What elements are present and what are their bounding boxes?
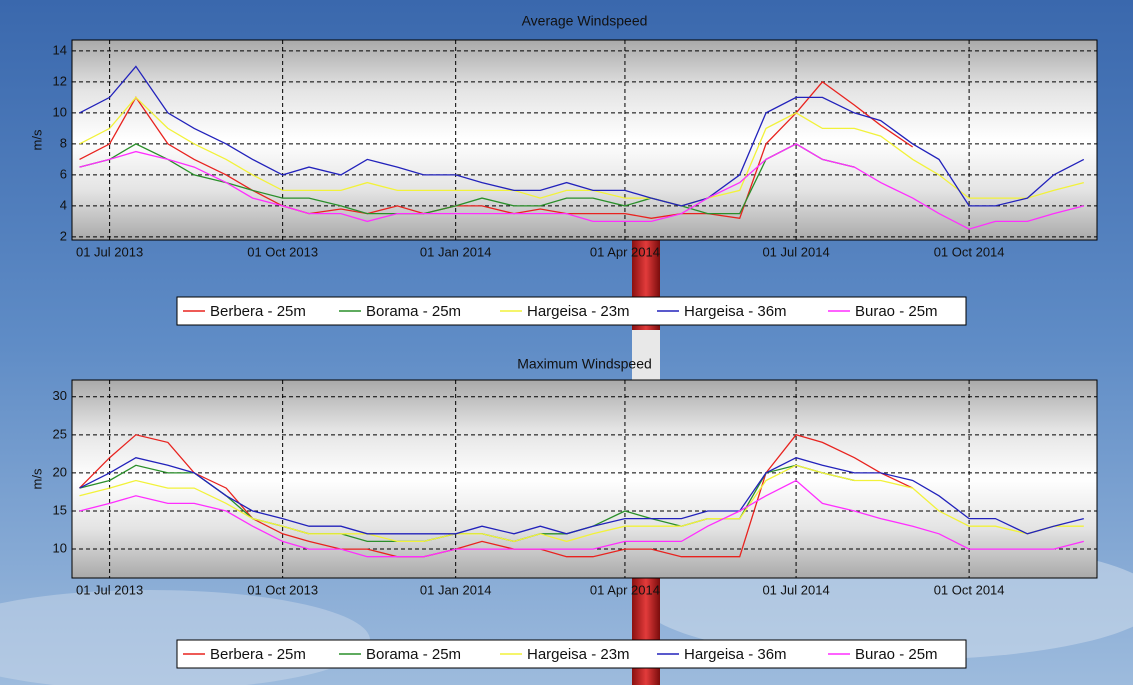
- x-tick-label: 01 Oct 2014: [934, 582, 1005, 597]
- x-tick-label: 01 Oct 2014: [934, 244, 1005, 259]
- chart-title: Maximum Windspeed: [517, 356, 652, 372]
- x-tick-label: 01 Jan 2014: [420, 582, 492, 597]
- y-tick-label: 6: [60, 166, 67, 181]
- y-axis-label: m/s: [29, 129, 44, 150]
- legend-label: Borama - 25m: [366, 303, 461, 320]
- legend-label: Berbera - 25m: [210, 646, 306, 663]
- y-tick-label: 15: [53, 502, 67, 517]
- legend-label: Hargeisa - 36m: [684, 303, 787, 320]
- y-tick-label: 10: [53, 104, 67, 119]
- y-tick-label: 8: [60, 135, 67, 150]
- legend-label: Burao - 25m: [855, 303, 938, 320]
- plot-area: [72, 380, 1097, 578]
- y-axis-label: m/s: [29, 468, 44, 489]
- legend-label: Berbera - 25m: [210, 303, 306, 320]
- legend-label: Hargeisa - 36m: [684, 646, 787, 663]
- plot-area: [72, 40, 1097, 240]
- x-tick-label: 01 Jul 2013: [76, 582, 143, 597]
- y-tick-label: 2: [60, 228, 67, 243]
- chart-title: Average Windspeed: [522, 13, 648, 29]
- y-tick-label: 10: [53, 540, 67, 555]
- x-tick-label: 01 Jan 2014: [420, 244, 492, 259]
- x-tick-label: 01 Oct 2013: [247, 582, 318, 597]
- y-tick-label: 20: [53, 464, 67, 479]
- x-tick-label: 01 Oct 2013: [247, 244, 318, 259]
- y-tick-label: 4: [60, 197, 67, 212]
- x-tick-label: 01 Jul 2014: [762, 582, 829, 597]
- x-tick-label: 01 Jul 2013: [76, 244, 143, 259]
- y-tick-label: 12: [53, 73, 67, 88]
- y-tick-label: 30: [53, 388, 67, 403]
- legend-label: Hargeisa - 23m: [527, 646, 630, 663]
- legend-label: Borama - 25m: [366, 646, 461, 663]
- x-tick-label: 01 Jul 2014: [762, 244, 829, 259]
- legend-label: Hargeisa - 23m: [527, 303, 630, 320]
- y-tick-label: 25: [53, 426, 67, 441]
- x-tick-label: 01 Apr 2014: [590, 244, 660, 259]
- page: Average Windspeed 2 4 6 8 10 12 14 01 Jul 2013 01…: [0, 0, 1133, 685]
- y-tick-label: 14: [53, 42, 67, 57]
- x-tick-label: 01 Apr 2014: [590, 582, 660, 597]
- legend-label: Burao - 25m: [855, 646, 938, 663]
